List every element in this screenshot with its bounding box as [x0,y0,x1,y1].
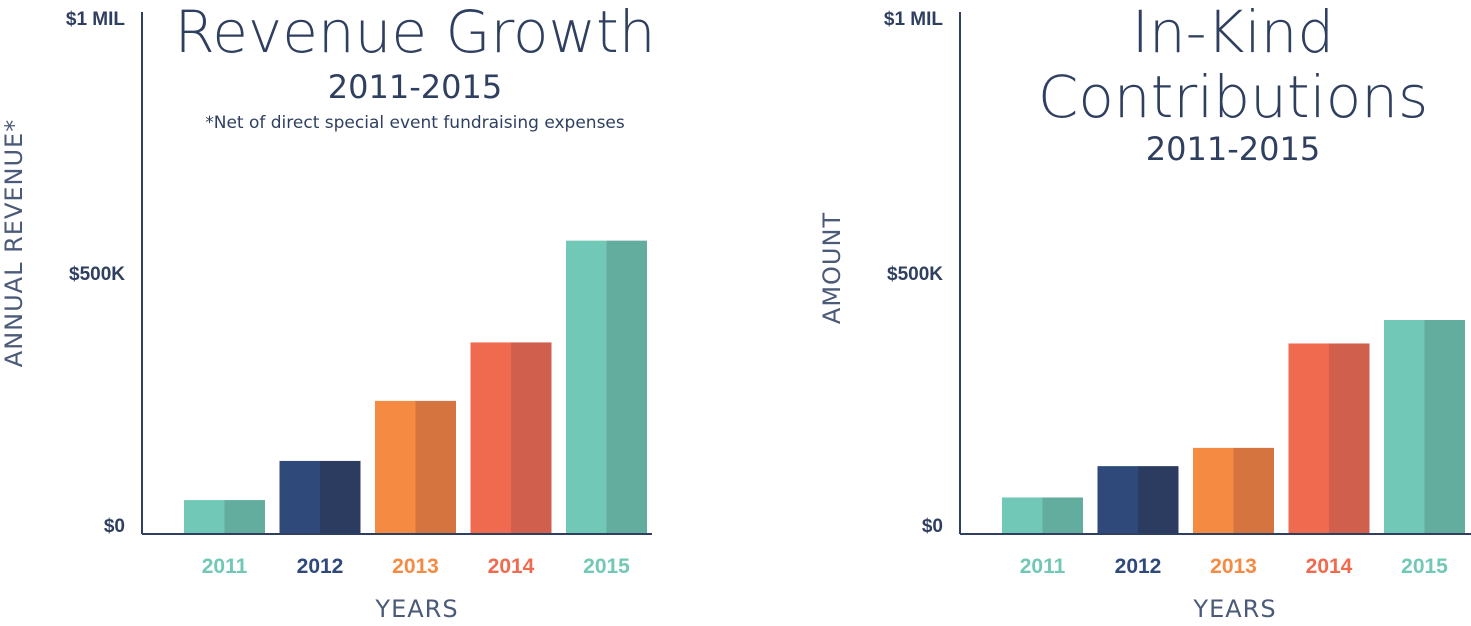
x-tick-label: 2015 [583,555,630,578]
x-tick-label: 2014 [488,555,535,578]
in-kind-contributions-chart: In-Kind Contributions 2011-2015 AMOUNT YE… [818,0,1471,626]
bar-shade-2012 [320,460,361,534]
bar-2014 [470,342,511,534]
bar-2014 [1288,343,1329,534]
bar-shade-2014 [1329,343,1370,534]
chart-title: Revenue Growth [175,0,656,66]
bar-shade-2015 [606,240,647,535]
x-tick-label: 2015 [1401,555,1448,578]
bar-shade-2012 [1138,466,1179,534]
revenue-growth-chart: Revenue Growth 2011-2015 *Net of direct … [0,0,700,626]
x-tick-label: 2011 [1020,555,1066,578]
bar-2011 [184,500,225,534]
x-axis-label: YEARS [1192,595,1276,623]
chart-title-line: Contributions [1038,63,1428,131]
bar-2015 [1384,319,1425,534]
bar-2011 [1002,497,1043,534]
bar-shade-2013 [1233,447,1274,534]
bar-shade-2014 [511,342,552,534]
y-tick-label: $1 MIL [66,9,126,30]
y-tick-label: $1 MIL [884,9,944,30]
revenue-growth-plot: Revenue Growth 2011-2015 *Net of direct … [0,0,656,623]
x-tick-label: 2012 [1115,555,1162,578]
chart-footnote: *Net of direct special event fundraising… [205,113,625,133]
y-axis-label: AMOUNT [818,212,846,324]
x-tick-label: 2012 [297,555,344,578]
bar-2015 [566,240,607,535]
bars: 2011 2012 2013 2014 2015 $0 $500K $1 MIL [66,9,652,578]
y-tick-label: $500K [69,264,125,285]
in-kind-contributions-plot: In-Kind Contributions 2011-2015 AMOUNT YE… [818,0,1471,623]
x-tick-label: 2013 [1210,555,1257,578]
x-tick-label: 2014 [1306,555,1353,578]
bar-shade-2015 [1424,319,1465,534]
chart-subtitle: 2011-2015 [328,68,502,106]
chart-subtitle: 2011-2015 [1146,130,1320,168]
y-tick-label: $500K [887,264,943,285]
bar-shade-2011 [224,500,265,534]
bar-2013 [1193,447,1234,534]
bar-2013 [375,400,416,534]
bar-shade-2013 [415,400,456,534]
bars: 2011 2012 2013 2014 2015 $0 $500K $1 MIL [884,9,1471,578]
bar-2012 [1097,466,1138,534]
bar-shade-2011 [1042,497,1083,534]
y-tick-label: $0 [104,516,125,537]
x-axis-label: YEARS [374,595,458,623]
x-tick-label: 2011 [202,555,248,578]
chart-title-line: In-Kind [1132,0,1335,66]
x-tick-label: 2013 [392,555,439,578]
y-axis-label: ANNUAL REVENUE* [0,119,28,367]
y-tick-label: $0 [922,516,943,537]
chart-title: In-Kind Contributions [1038,0,1428,131]
bar-2012 [279,460,320,534]
